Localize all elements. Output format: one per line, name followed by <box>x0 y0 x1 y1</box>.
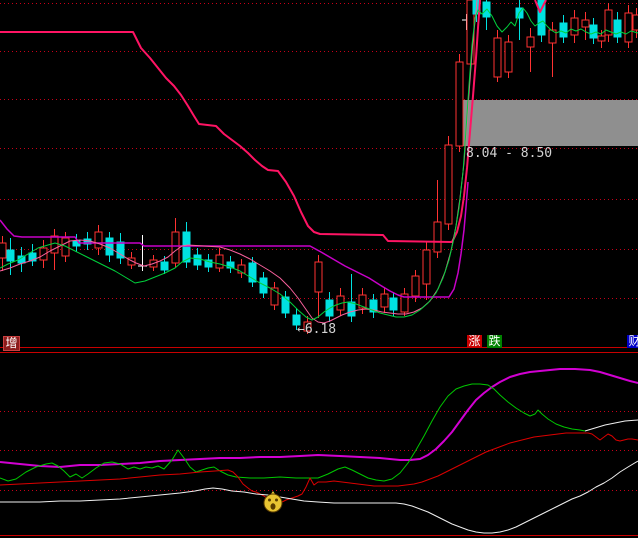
up-candle <box>597 35 606 42</box>
down-candle <box>589 24 598 39</box>
up-candle <box>358 294 367 309</box>
up-candle <box>171 231 180 264</box>
up-candle <box>303 321 312 332</box>
pink-envelope <box>0 0 481 243</box>
up-candle <box>604 9 613 36</box>
up-candle <box>127 257 136 266</box>
up-candle <box>314 261 323 293</box>
up-candle <box>270 287 279 306</box>
down-candle <box>389 297 398 311</box>
down-candle <box>116 241 125 259</box>
up-candle <box>548 29 557 44</box>
tab-rise-zhang[interactable]: 涨 <box>467 335 482 348</box>
rose-ma <box>0 0 478 324</box>
smiley-marker <box>263 491 283 513</box>
down-candle <box>28 252 37 262</box>
down-candle <box>182 231 191 263</box>
up-candle <box>422 249 431 285</box>
down-candle <box>369 299 378 313</box>
sub-white-line <box>0 460 638 534</box>
down-candle <box>160 261 169 271</box>
up-candle <box>380 293 389 308</box>
pink-envelope-dip <box>534 0 547 13</box>
tab-fall-die[interactable]: 跌 <box>487 335 502 348</box>
up-candle <box>94 231 103 249</box>
up-candle <box>61 237 70 257</box>
up-candle <box>632 14 638 31</box>
up-candle <box>400 293 409 313</box>
up-candle <box>237 264 246 274</box>
up-candle <box>444 144 453 225</box>
down-candle <box>193 254 202 266</box>
sub-green-line <box>0 383 586 482</box>
sub-magenta-line <box>0 368 638 468</box>
up-candle <box>526 36 535 48</box>
down-candle <box>537 0 546 36</box>
up-candle <box>504 41 513 73</box>
up-candle <box>215 254 224 269</box>
tab-volume-zeng[interactable]: 增 <box>3 336 20 351</box>
up-candle <box>411 275 420 297</box>
down-candle <box>259 277 268 294</box>
tab-wealth-cai[interactable]: 财 <box>627 335 638 348</box>
down-candle <box>347 301 356 317</box>
down-candle <box>281 296 290 314</box>
up-candle <box>0 242 7 259</box>
up-candle <box>493 37 502 78</box>
up-candle <box>581 19 590 28</box>
green-ma <box>0 7 638 321</box>
down-candle <box>6 249 15 262</box>
down-candle <box>613 19 622 38</box>
low-price-label: ←6.18 <box>297 322 337 337</box>
indicator-panel <box>0 368 638 534</box>
up-candle <box>39 247 48 261</box>
up-candle <box>455 61 464 147</box>
up-candle <box>570 17 579 36</box>
sub-red-line <box>0 432 638 505</box>
purple-envelope <box>0 181 469 298</box>
gap-zone-box <box>462 100 638 146</box>
down-candle <box>226 261 235 269</box>
down-candle <box>292 314 301 326</box>
up-candle <box>433 221 442 253</box>
up-candle <box>624 12 633 43</box>
down-candle <box>559 22 568 38</box>
main-panel <box>0 0 638 334</box>
sub-white-upper-line <box>584 419 638 432</box>
down-candle <box>248 262 257 283</box>
gap-range-label: 8.04 - 8.50 <box>466 146 553 161</box>
down-candle <box>204 259 213 268</box>
